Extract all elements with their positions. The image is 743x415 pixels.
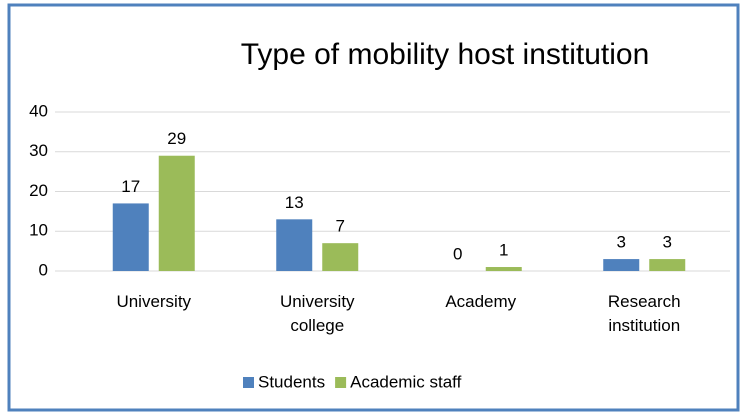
legend-label: Academic staff xyxy=(350,372,461,391)
legend-swatch xyxy=(243,377,254,388)
data-label: 7 xyxy=(336,217,345,236)
bar xyxy=(112,203,149,271)
data-label: 3 xyxy=(663,233,672,252)
data-label: 3 xyxy=(617,233,626,252)
data-label: 13 xyxy=(285,193,304,212)
data-label: 0 xyxy=(453,244,462,263)
y-tick-label: 0 xyxy=(39,260,48,279)
bar xyxy=(603,259,640,271)
x-tick-label: Academy xyxy=(445,292,517,311)
legend-swatch xyxy=(335,377,347,388)
bar xyxy=(322,243,359,271)
bar xyxy=(485,267,522,271)
y-tick-label: 20 xyxy=(29,181,48,200)
data-label: 17 xyxy=(121,177,140,196)
data-label: 29 xyxy=(167,129,186,148)
y-tick-label: 10 xyxy=(29,221,48,240)
x-tick-label: Research institution xyxy=(607,292,681,335)
legend-label: Students xyxy=(258,372,325,391)
bar xyxy=(158,155,195,271)
bar xyxy=(649,259,686,271)
y-tick-label: 40 xyxy=(29,101,48,120)
y-tick-label: 30 xyxy=(29,141,48,160)
x-tick-label: University xyxy=(116,292,192,311)
x-tick-label: University college xyxy=(279,292,355,335)
data-label: 1 xyxy=(499,241,508,260)
bar xyxy=(276,219,313,271)
chart-title: Type of mobility host institution xyxy=(241,38,650,71)
